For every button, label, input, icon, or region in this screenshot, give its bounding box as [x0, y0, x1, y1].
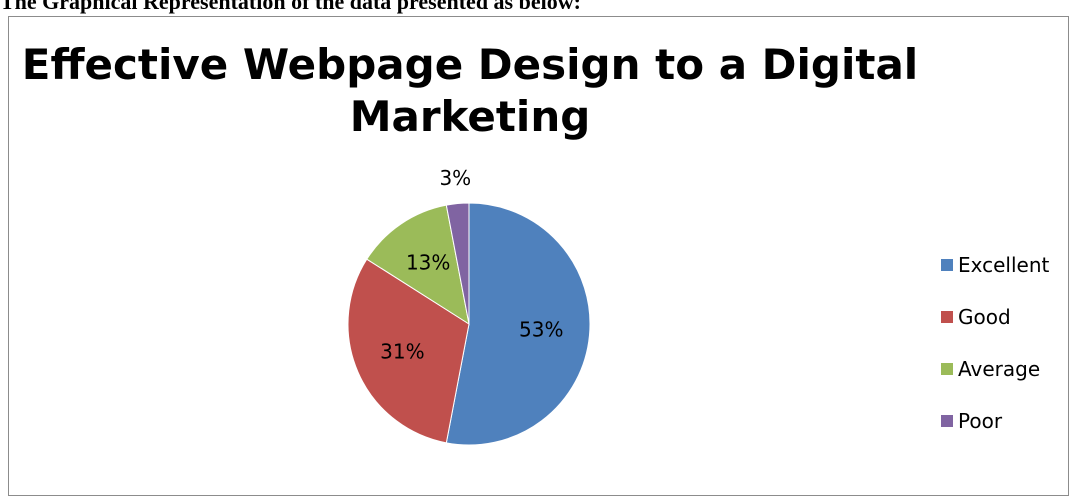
legend-label-excellent: Excellent	[958, 253, 1050, 277]
pie-slice-excellent	[445, 202, 591, 446]
chart-title-line-2: Marketing	[349, 92, 591, 141]
legend-item-average: Average	[941, 343, 1049, 395]
legend-swatch-average	[941, 363, 953, 375]
document-heading: The Graphical Representation of the data…	[0, 0, 581, 14]
chart-frame: Effective Webpage Design to a Digital Ma…	[8, 16, 1069, 496]
legend-label-average: Average	[958, 357, 1041, 381]
legend-swatch-poor	[941, 415, 953, 427]
data-label-good: 31%	[380, 339, 424, 363]
data-label-average: 13%	[406, 250, 450, 274]
legend-item-excellent: Excellent	[941, 239, 1049, 291]
data-label-excellent: 53%	[519, 317, 563, 341]
chart-legend: Excellent Good Average Poor	[941, 239, 1049, 447]
legend-label-good: Good	[958, 305, 1011, 329]
data-label-poor: 3%	[439, 166, 471, 190]
pie-slice-average	[366, 204, 470, 326]
pie-chart: 53% 31% 13% 3%	[347, 166, 591, 446]
legend-item-poor: Poor	[941, 395, 1049, 447]
chart-title-line-1: Effective Webpage Design to a Digital	[21, 40, 919, 89]
legend-label-poor: Poor	[958, 409, 1003, 433]
legend-item-good: Good	[941, 291, 1049, 343]
legend-swatch-excellent	[941, 259, 953, 271]
pie-slice-poor	[445, 202, 470, 325]
legend-swatch-good	[941, 311, 953, 323]
chart-title: Effective Webpage Design to a Digital Ma…	[9, 39, 931, 143]
